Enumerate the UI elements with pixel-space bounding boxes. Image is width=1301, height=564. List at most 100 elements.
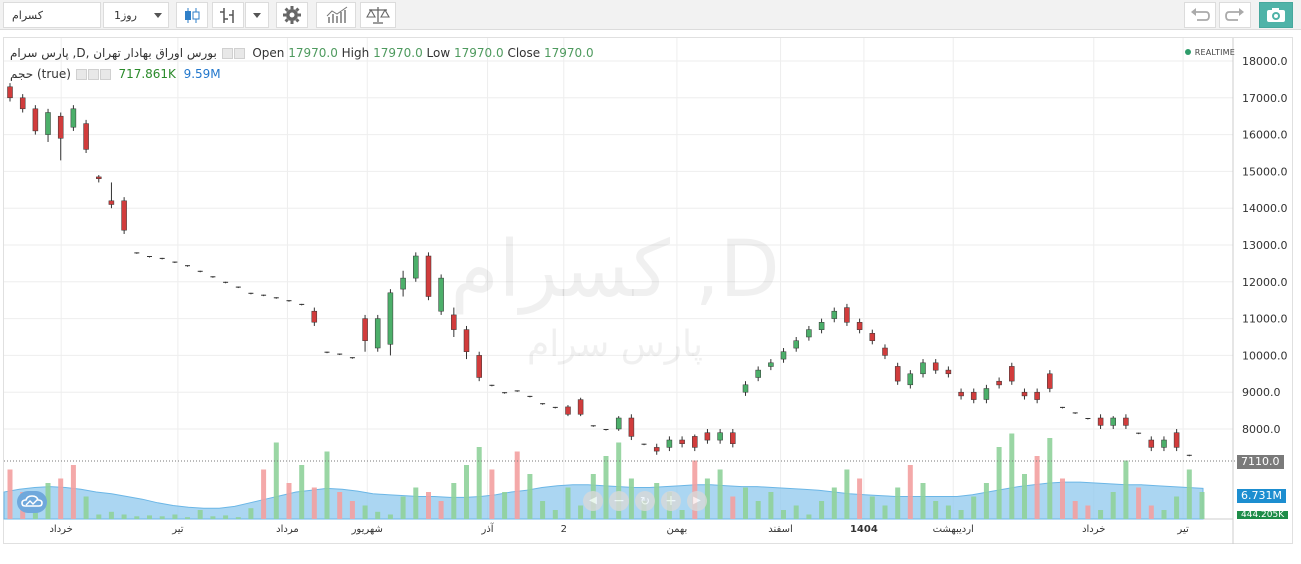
candle-body [1186, 454, 1192, 456]
volume-bar [869, 496, 875, 519]
candle-body [780, 351, 787, 360]
legend-volume: حجم (true) 717.861K 9.59M [10, 67, 221, 81]
volume-bar [476, 447, 482, 519]
price-axis-label: 8000.0 [1242, 423, 1281, 436]
candle-body [514, 390, 520, 392]
volume-bar [134, 516, 140, 519]
volume-bar [679, 510, 685, 519]
candle-body [1009, 366, 1015, 382]
bar-type-button[interactable] [212, 2, 244, 28]
volume-bar [920, 483, 926, 519]
open-label: Open [252, 46, 285, 60]
candle-body [438, 277, 444, 312]
time-axis-label: اردیبهشت [933, 524, 974, 535]
volume-bar [1022, 474, 1027, 519]
candle-body [540, 403, 546, 405]
gear-icon[interactable] [233, 48, 245, 59]
last-price-text: 7110.0 [1241, 455, 1280, 468]
volume-bar [933, 501, 939, 519]
volume-bar [1047, 438, 1053, 519]
close-label: Close [507, 46, 541, 60]
volume-bar [565, 487, 571, 519]
time-axis-label: خرداد [49, 524, 72, 535]
open-value: 17970.0 [288, 46, 338, 60]
cloud-logo[interactable] [17, 491, 47, 513]
gear-icon[interactable] [87, 69, 99, 80]
candle-body [1097, 417, 1104, 426]
candle-body [96, 176, 102, 179]
volume-bar [768, 492, 774, 519]
candle-body [299, 303, 305, 305]
volume-ma-value: 9.59M [183, 67, 221, 81]
volume-bar [514, 451, 520, 519]
candle-body [1123, 417, 1129, 426]
candle-body [679, 439, 685, 444]
undo-button[interactable] [1184, 2, 1216, 28]
volume-bar [793, 505, 799, 519]
volume-bar [1085, 505, 1091, 519]
low-value: 17970.0 [454, 46, 504, 60]
volume-bar [781, 510, 786, 519]
volume-bar [159, 516, 165, 519]
symbol-search-input[interactable]: کسرام [3, 2, 101, 28]
candle-body [970, 391, 977, 400]
candle-body [32, 108, 39, 132]
redo-icon [1225, 8, 1244, 21]
time-axis-label: تیر [171, 524, 184, 535]
candle-body [1110, 417, 1116, 426]
candle-body [70, 108, 77, 128]
volume-bar [1199, 492, 1205, 519]
volume-bar [451, 483, 457, 519]
candle-body [286, 300, 292, 302]
legend-main: بورس اوراق بهادار تهران ,D, پارس سرام Op… [10, 46, 594, 60]
redo-button[interactable] [1219, 2, 1251, 28]
time-axis-label: خرداد [1082, 524, 1105, 535]
volume-bar [489, 469, 495, 519]
price-axis-label: 13000.0 [1242, 239, 1288, 252]
volume-bar [717, 469, 723, 519]
volume-bar [438, 501, 444, 519]
settings-button[interactable] [276, 2, 308, 28]
reset-button[interactable]: ↻ [635, 491, 655, 511]
candle-body [527, 395, 533, 397]
candle-body [1021, 391, 1028, 397]
zoom-in-button[interactable]: + [661, 491, 681, 511]
volume-bar [45, 483, 51, 519]
volume-bar [1161, 510, 1167, 519]
candle-body [768, 362, 774, 367]
close-icon[interactable] [99, 69, 111, 80]
candle-body [1060, 406, 1065, 408]
candle-body [1136, 432, 1142, 434]
chart-type-dropdown[interactable] [245, 2, 269, 28]
compare-button[interactable] [360, 2, 396, 28]
volume-bar [58, 478, 64, 519]
chart-style-candles-button[interactable] [176, 2, 208, 28]
candle-body [806, 329, 812, 338]
gear-icon [283, 6, 301, 24]
volume-bar [1186, 469, 1192, 519]
volume-bar [996, 447, 1002, 519]
eye-icon[interactable] [75, 69, 87, 80]
candle-body [603, 429, 609, 430]
scroll-left-button[interactable]: ◀ [583, 491, 603, 511]
watermark-main: کسرام ,D [450, 225, 779, 316]
candle-body [1148, 439, 1155, 448]
scroll-right-button[interactable]: ▶ [687, 491, 707, 511]
interval-select[interactable]: 1روز [103, 2, 169, 28]
zoom-out-button[interactable]: − [609, 491, 629, 511]
volume-bar [958, 510, 964, 519]
candle-body [261, 294, 267, 296]
candle-body [552, 406, 558, 408]
screenshot-button[interactable] [1259, 2, 1293, 28]
candle-body [704, 432, 711, 441]
indicators-button[interactable] [316, 2, 356, 28]
cloud-icon [21, 495, 43, 507]
eye-icon[interactable] [221, 48, 233, 59]
candle-body [653, 447, 660, 452]
candle-body [387, 292, 394, 345]
candle-body [844, 307, 850, 323]
volume-bar [464, 465, 469, 519]
volume-bar [1034, 456, 1040, 519]
candle-body [958, 391, 964, 397]
